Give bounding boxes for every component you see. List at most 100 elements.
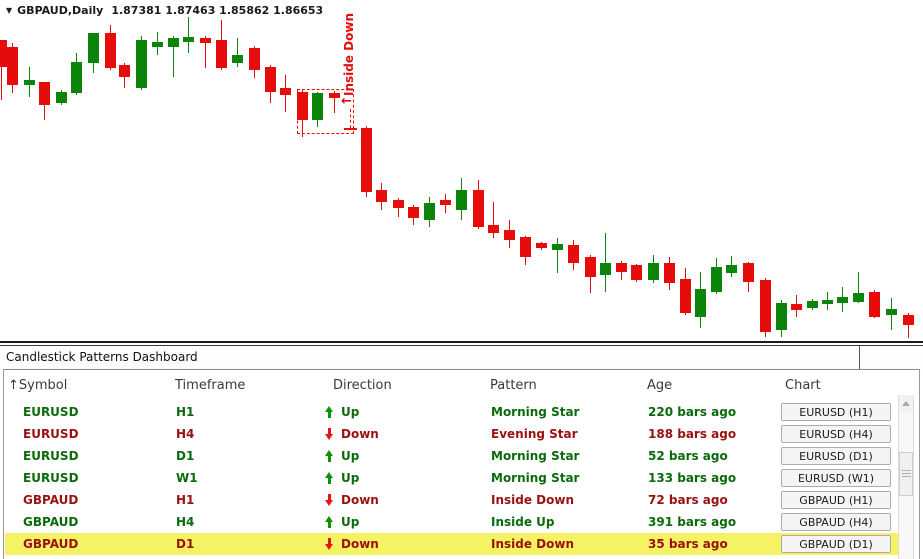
chart-collapse-icon[interactable]: ▼ (6, 6, 13, 15)
cell-symbol: EURUSD (23, 427, 79, 441)
open-chart-button[interactable]: EURUSD (H1) (781, 403, 891, 421)
cell-age: 52 bars ago (648, 449, 728, 463)
cell-timeframe: H4 (176, 515, 195, 529)
candle-wick (205, 36, 206, 68)
cell-timeframe: W1 (176, 471, 198, 485)
candle-body (886, 309, 897, 315)
candle-body (440, 200, 451, 205)
candle-wick (858, 272, 859, 303)
candle-body (616, 263, 627, 272)
candle-body (0, 40, 7, 67)
table-scrollbar[interactable] (898, 395, 914, 559)
pattern-row[interactable]: GBPAUD H4 Up Inside Up 391 bars ago GBPAUD (H… (5, 511, 898, 533)
titlebar-divider (859, 346, 860, 369)
column-header-symbol[interactable]: ↑Symbol (8, 378, 68, 393)
pattern-row[interactable]: EURUSD W1 Up Morning Star 133 bars ago EURUSD… (5, 467, 898, 489)
panel-title: Candlestick Patterns Dashboard (6, 350, 198, 364)
cell-symbol: EURUSD (23, 405, 79, 419)
panel-titlebar: Candlestick Patterns Dashboard (0, 346, 923, 369)
column-header-timeframe[interactable]: Timeframe (175, 378, 246, 393)
candle-body (837, 297, 848, 303)
direction-up-icon (325, 406, 334, 418)
candle-body (200, 38, 211, 43)
column-header-direction[interactable]: Direction (333, 378, 392, 393)
candle-body (903, 315, 914, 325)
candle-wick (188, 17, 189, 53)
direction-down-icon (325, 494, 334, 506)
direction-up-icon (325, 472, 334, 484)
candle-body (280, 88, 291, 95)
column-header-age[interactable]: Age (647, 378, 673, 393)
cell-direction: Up (341, 515, 360, 529)
candle-body (408, 207, 419, 218)
cell-pattern: Inside Down (491, 493, 575, 507)
candle-body (297, 92, 308, 120)
pattern-row[interactable]: EURUSD H1 Up Morning Star 220 bars ago EURUSD… (5, 401, 898, 423)
candle-body (822, 300, 833, 304)
open-chart-button[interactable]: EURUSD (W1) (781, 469, 891, 487)
cell-direction: Up (341, 405, 360, 419)
arrow-stem (328, 521, 331, 528)
pattern-row[interactable]: GBPAUD H1 Down Inside Down 72 bars ago GBPAUD… (5, 489, 898, 511)
cell-timeframe: H1 (176, 493, 195, 507)
candle-body (168, 38, 179, 47)
cell-direction: Down (341, 493, 379, 507)
cell-symbol: EURUSD (23, 449, 79, 463)
candle-body (136, 40, 147, 88)
candle-body (265, 67, 276, 92)
cell-age: 220 bars ago (648, 405, 737, 419)
candle-body (791, 304, 802, 310)
pattern-annotation-line (350, 109, 351, 128)
candle-body (71, 62, 82, 93)
cell-pattern: Inside Up (491, 515, 555, 529)
direction-up-icon (325, 516, 334, 528)
scrollbar-grip-icon (902, 473, 911, 474)
cell-pattern: Inside Down (491, 537, 575, 551)
candle-body (711, 267, 722, 292)
open-chart-button[interactable]: EURUSD (D1) (781, 447, 891, 465)
scrollbar-thumb[interactable] (899, 452, 913, 496)
column-header-pattern[interactable]: Pattern (490, 378, 537, 393)
column-header-chart[interactable]: Chart (785, 378, 821, 393)
candle-body (24, 80, 35, 85)
open-chart-button[interactable]: GBPAUD (H4) (781, 513, 891, 531)
candle-wick (605, 233, 606, 292)
cell-direction: Down (341, 537, 379, 551)
candle-wick (237, 38, 238, 67)
open-chart-button[interactable]: GBPAUD (H1) (781, 491, 891, 509)
cell-symbol: GBPAUD (23, 537, 79, 551)
chart-title: ▼ GBPAUD,Daily 1.87381 1.87463 1.85862 1.8… (6, 4, 323, 17)
candle-body (726, 265, 737, 273)
open-chart-button[interactable]: GBPAUD (D1) (781, 535, 891, 553)
candle-body (473, 190, 484, 227)
chart-symbol-period: GBPAUD,Daily (17, 4, 104, 17)
pattern-row[interactable]: EURUSD D1 Up Morning Star 52 bars ago EURUSD … (5, 445, 898, 467)
direction-down-icon (325, 428, 334, 440)
candle-body (56, 92, 67, 103)
scrollbar-up-button[interactable] (899, 395, 913, 412)
candle-body (7, 47, 18, 85)
cell-timeframe: D1 (176, 449, 195, 463)
cell-pattern: Morning Star (491, 449, 580, 463)
cell-symbol: EURUSD (23, 471, 79, 485)
arrow-stem (328, 538, 331, 545)
pattern-annotation-label: Inside Down (342, 12, 356, 96)
candle-wick (173, 36, 174, 77)
candle-body (760, 280, 771, 332)
cell-timeframe: H4 (176, 427, 195, 441)
candle-body (743, 263, 754, 282)
cell-age: 72 bars ago (648, 493, 728, 507)
pattern-row[interactable]: GBPAUD D1 Down Inside Down 35 bars ago GBPAUD… (5, 533, 898, 555)
candle-body (183, 37, 194, 42)
chart-canvas[interactable]: ▼ GBPAUD,Daily 1.87381 1.87463 1.85862 1.8… (0, 0, 923, 341)
candle-body (105, 33, 116, 68)
candle-body (568, 245, 579, 263)
window-separator[interactable] (0, 341, 923, 346)
direction-up-icon (325, 450, 334, 462)
candle-body (39, 82, 50, 105)
open-chart-button[interactable]: EURUSD (H4) (781, 425, 891, 443)
candle-body (664, 263, 675, 283)
pattern-row[interactable]: EURUSD H4 Down Evening Star 188 bars ago EURU… (5, 423, 898, 445)
pattern-annotation-arrow-icon: ← (341, 94, 352, 109)
candle-body (536, 243, 547, 248)
